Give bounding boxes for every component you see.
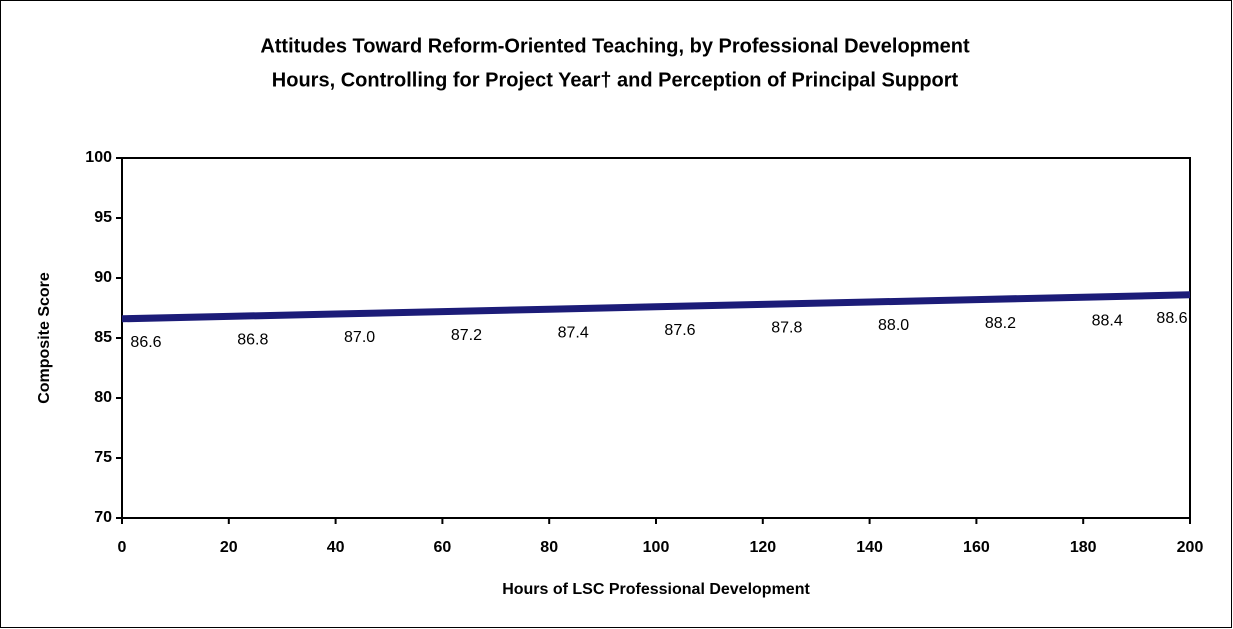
data-label: 88.2 — [985, 315, 1016, 332]
y-tick-label: 95 — [94, 209, 112, 226]
y-tick-label: 75 — [94, 449, 112, 466]
data-label: 87.4 — [558, 324, 589, 341]
y-tick-label: 90 — [94, 269, 112, 286]
data-label: 87.0 — [344, 329, 375, 346]
x-tick-label: 180 — [1070, 539, 1097, 556]
x-axis-label: Hours of LSC Professional Development — [502, 581, 810, 598]
data-label: 88.0 — [878, 317, 909, 334]
x-tick-label: 200 — [1177, 539, 1204, 556]
x-tick-label: 120 — [749, 539, 776, 556]
chart-title: Hours, Controlling for Project Year† and… — [272, 69, 959, 91]
data-label: 87.2 — [451, 327, 482, 344]
x-tick-label: 40 — [327, 539, 345, 556]
y-axis-label: Composite Score — [36, 272, 53, 404]
y-tick-label: 100 — [85, 149, 112, 166]
chart-title: Attitudes Toward Reform-Oriented Teachin… — [260, 35, 970, 57]
x-tick-label: 80 — [540, 539, 558, 556]
x-tick-label: 60 — [434, 539, 452, 556]
x-tick-label: 100 — [643, 539, 670, 556]
data-label: 88.6 — [1156, 310, 1187, 327]
x-tick-label: 160 — [963, 539, 990, 556]
x-tick-label: 20 — [220, 539, 238, 556]
x-tick-label: 0 — [118, 539, 127, 556]
data-label: 87.6 — [664, 322, 695, 339]
y-tick-label: 70 — [94, 509, 112, 526]
data-label: 86.8 — [237, 332, 268, 349]
y-tick-label: 80 — [94, 389, 112, 406]
y-tick-label: 85 — [94, 329, 112, 346]
x-tick-label: 140 — [856, 539, 883, 556]
data-label: 86.6 — [130, 334, 161, 351]
data-label: 87.8 — [771, 320, 802, 337]
data-label: 88.4 — [1092, 312, 1123, 329]
line — [121, 291, 1191, 323]
